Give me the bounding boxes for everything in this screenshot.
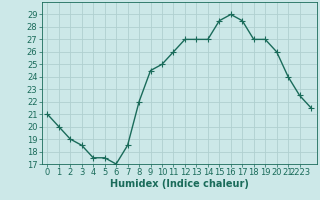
X-axis label: Humidex (Indice chaleur): Humidex (Indice chaleur)	[110, 179, 249, 189]
